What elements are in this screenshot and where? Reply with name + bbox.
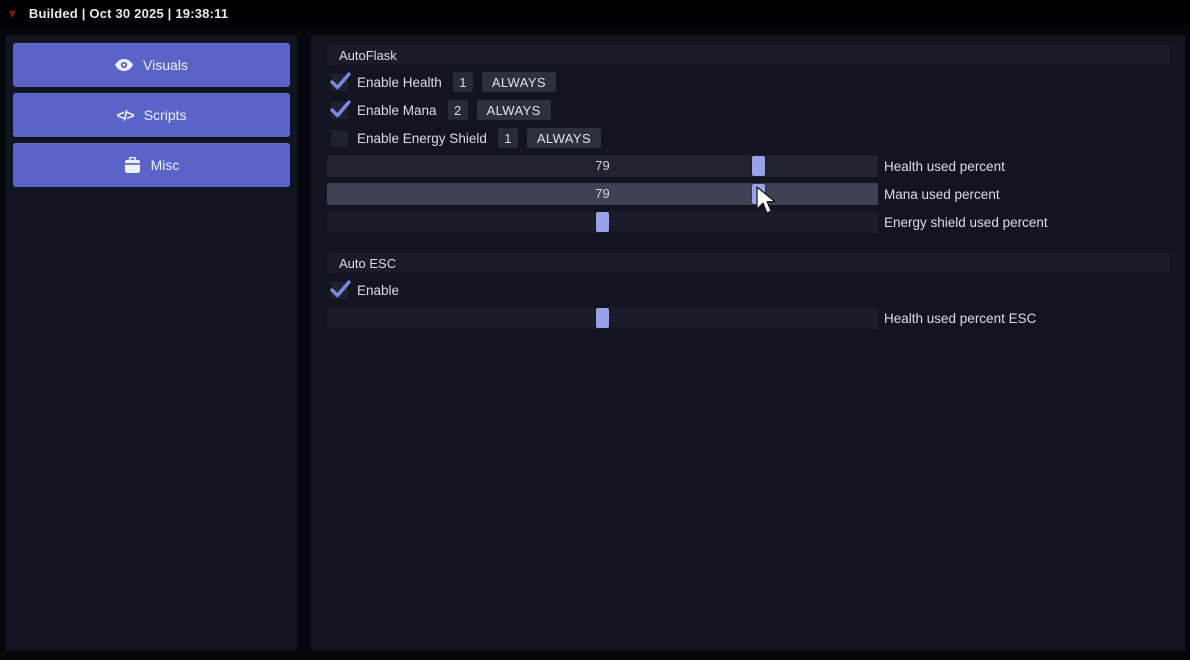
health-used-percent-slider[interactable]: 79: [327, 155, 878, 177]
titlebar: ▼ Builded | Oct 30 2025 | 19:38:11: [0, 0, 1190, 26]
main-panel: AutoFlask Enable Health 1 ALWAYS Enable …: [310, 35, 1186, 651]
enable-health-checkbox[interactable]: [330, 71, 351, 91]
enable-esc-checkbox[interactable]: [330, 279, 351, 299]
slider-value: 79: [595, 186, 610, 201]
checkmark-icon: [330, 71, 351, 89]
slider-label: Mana used percent: [884, 186, 1000, 202]
slider-label: Energy shield used percent: [884, 214, 1048, 230]
sidebar-item-label: Misc: [150, 157, 180, 173]
energy-shield-used-percent-slider[interactable]: 50: [327, 211, 878, 233]
checkbox-label: Enable Health: [357, 74, 442, 90]
checkmark-icon: [330, 99, 351, 117]
checkmark-icon: [330, 279, 351, 297]
checkbox-label: Enable Energy Shield: [357, 130, 487, 146]
health-flask-slot-input[interactable]: 1: [452, 72, 473, 92]
energy-shield-flask-slot-input[interactable]: 1: [497, 128, 518, 148]
slider-handle[interactable]: [596, 212, 609, 232]
eye-icon: [115, 58, 134, 72]
row-enable-energy-shield: Enable Energy Shield 1 ALWAYS: [331, 127, 1170, 149]
slider-handle[interactable]: [752, 156, 766, 176]
slider-label: Health used percent: [884, 158, 1005, 174]
row-enable-esc: Enable: [330, 279, 1170, 301]
mana-mode-dropdown[interactable]: ALWAYS: [476, 100, 551, 120]
section-title: Auto ESC: [339, 255, 397, 271]
row-mana-used-percent: 79 Mana used percent: [327, 183, 1170, 205]
slider-label: Health used percent ESC: [884, 310, 1037, 326]
mana-flask-slot-input[interactable]: 2: [447, 100, 468, 120]
window-title: Builded | Oct 30 2025 | 19:38:11: [28, 5, 229, 21]
sidebar-item-misc[interactable]: Misc: [13, 143, 290, 187]
row-enable-mana: Enable Mana 2 ALWAYS: [330, 99, 1170, 121]
sidebar-item-label: Visuals: [143, 57, 188, 73]
code-icon: </>: [116, 107, 134, 123]
row-health-used-percent: 79 Health used percent: [327, 155, 1170, 177]
health-mode-dropdown[interactable]: ALWAYS: [481, 72, 556, 92]
health-used-percent-esc-slider[interactable]: 50: [327, 307, 878, 329]
checkbox-label: Enable Mana: [357, 102, 437, 118]
mouse-cursor: [755, 186, 779, 221]
briefcase-icon: [124, 157, 141, 173]
collapse-triangle-icon[interactable]: ▼: [6, 5, 19, 21]
mana-used-percent-slider[interactable]: 79: [327, 183, 878, 205]
row-enable-health: Enable Health 1 ALWAYS: [330, 71, 1170, 93]
checkbox-label: Enable: [357, 282, 400, 298]
sidebar-item-scripts[interactable]: </> Scripts: [13, 93, 290, 137]
enable-energy-shield-checkbox[interactable]: [331, 129, 348, 147]
sidebar-item-visuals[interactable]: Visuals: [13, 43, 290, 87]
row-energy-shield-used-percent: 50 Energy shield used percent: [327, 211, 1170, 233]
sidebar: Visuals </> Scripts Misc: [5, 35, 298, 651]
enable-mana-checkbox[interactable]: [330, 99, 351, 119]
section-header-autoflask[interactable]: AutoFlask: [327, 45, 1170, 65]
slider-value: 79: [595, 158, 610, 173]
slider-handle[interactable]: [596, 308, 609, 328]
sidebar-item-label: Scripts: [143, 107, 187, 123]
section-title: AutoFlask: [339, 47, 397, 63]
energy-shield-mode-dropdown[interactable]: ALWAYS: [526, 128, 602, 148]
row-health-used-percent-esc: 50 Health used percent ESC: [327, 307, 1170, 329]
section-header-auto-esc[interactable]: Auto ESC: [327, 253, 1170, 273]
